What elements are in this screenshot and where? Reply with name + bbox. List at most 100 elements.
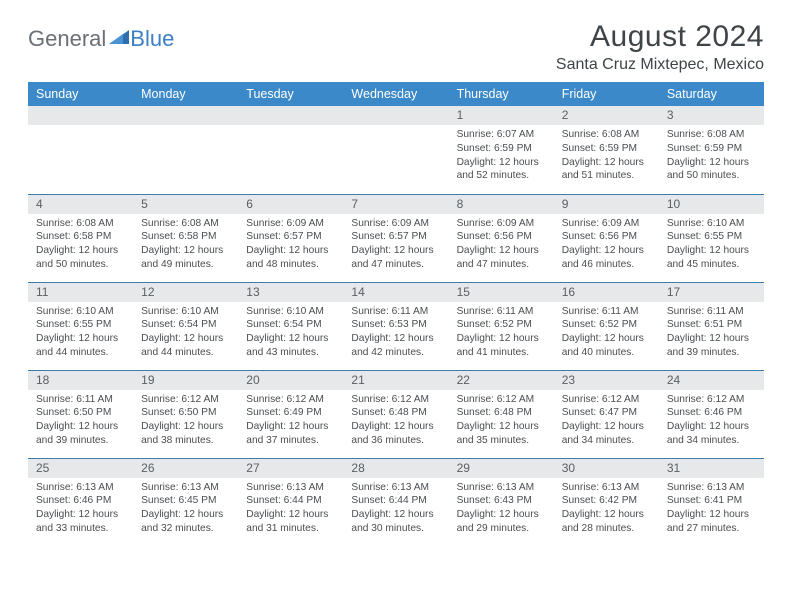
calendar-day-cell: 25Sunrise: 6:13 AMSunset: 6:46 PMDayligh…	[28, 458, 133, 546]
weekday-header: Monday	[133, 82, 238, 106]
day-number: 5	[133, 195, 238, 214]
calendar-day-cell	[133, 106, 238, 194]
calendar-day-cell: 4Sunrise: 6:08 AMSunset: 6:58 PMDaylight…	[28, 194, 133, 282]
day-number: 17	[659, 283, 764, 302]
day-number: 29	[449, 459, 554, 478]
day-details: Sunrise: 6:11 AMSunset: 6:52 PMDaylight:…	[449, 302, 554, 364]
calendar-day-cell: 27Sunrise: 6:13 AMSunset: 6:44 PMDayligh…	[238, 458, 343, 546]
day-details: Sunrise: 6:13 AMSunset: 6:46 PMDaylight:…	[28, 478, 133, 540]
weekday-header: Friday	[554, 82, 659, 106]
calendar-day-cell: 21Sunrise: 6:12 AMSunset: 6:48 PMDayligh…	[343, 370, 448, 458]
day-number: 30	[554, 459, 659, 478]
day-number-bar	[28, 106, 133, 125]
calendar-day-cell: 18Sunrise: 6:11 AMSunset: 6:50 PMDayligh…	[28, 370, 133, 458]
day-number: 19	[133, 371, 238, 390]
day-details: Sunrise: 6:09 AMSunset: 6:57 PMDaylight:…	[343, 214, 448, 276]
brand-logo: General Blue	[28, 20, 174, 52]
calendar-day-cell: 22Sunrise: 6:12 AMSunset: 6:48 PMDayligh…	[449, 370, 554, 458]
day-details: Sunrise: 6:09 AMSunset: 6:57 PMDaylight:…	[238, 214, 343, 276]
day-number: 15	[449, 283, 554, 302]
day-details: Sunrise: 6:12 AMSunset: 6:49 PMDaylight:…	[238, 390, 343, 452]
calendar-day-cell: 7Sunrise: 6:09 AMSunset: 6:57 PMDaylight…	[343, 194, 448, 282]
day-number: 26	[133, 459, 238, 478]
day-number: 3	[659, 106, 764, 125]
weekday-header: Saturday	[659, 82, 764, 106]
title-block: August 2024 Santa Cruz Mixtepec, Mexico	[556, 20, 764, 74]
brand-word-2: Blue	[130, 26, 174, 52]
day-number: 31	[659, 459, 764, 478]
day-number: 10	[659, 195, 764, 214]
day-details: Sunrise: 6:11 AMSunset: 6:50 PMDaylight:…	[28, 390, 133, 452]
weekday-header: Wednesday	[343, 82, 448, 106]
day-number: 18	[28, 371, 133, 390]
calendar-day-cell: 5Sunrise: 6:08 AMSunset: 6:58 PMDaylight…	[133, 194, 238, 282]
calendar-day-cell	[343, 106, 448, 194]
calendar-day-cell: 29Sunrise: 6:13 AMSunset: 6:43 PMDayligh…	[449, 458, 554, 546]
day-number: 11	[28, 283, 133, 302]
day-number: 21	[343, 371, 448, 390]
calendar-day-cell: 10Sunrise: 6:10 AMSunset: 6:55 PMDayligh…	[659, 194, 764, 282]
calendar-week-row: 1Sunrise: 6:07 AMSunset: 6:59 PMDaylight…	[28, 106, 764, 194]
day-details: Sunrise: 6:12 AMSunset: 6:47 PMDaylight:…	[554, 390, 659, 452]
day-number: 6	[238, 195, 343, 214]
day-number: 25	[28, 459, 133, 478]
day-details: Sunrise: 6:08 AMSunset: 6:58 PMDaylight:…	[28, 214, 133, 276]
brand-triangle-icon	[109, 24, 129, 50]
day-number: 23	[554, 371, 659, 390]
calendar-day-cell: 8Sunrise: 6:09 AMSunset: 6:56 PMDaylight…	[449, 194, 554, 282]
month-title: August 2024	[556, 20, 764, 54]
day-details: Sunrise: 6:08 AMSunset: 6:59 PMDaylight:…	[554, 125, 659, 187]
day-details: Sunrise: 6:08 AMSunset: 6:59 PMDaylight:…	[659, 125, 764, 187]
day-details: Sunrise: 6:09 AMSunset: 6:56 PMDaylight:…	[449, 214, 554, 276]
day-number: 8	[449, 195, 554, 214]
calendar-day-cell: 16Sunrise: 6:11 AMSunset: 6:52 PMDayligh…	[554, 282, 659, 370]
day-number-bar	[133, 106, 238, 125]
calendar-day-cell: 2Sunrise: 6:08 AMSunset: 6:59 PMDaylight…	[554, 106, 659, 194]
day-details: Sunrise: 6:10 AMSunset: 6:54 PMDaylight:…	[238, 302, 343, 364]
calendar-table: SundayMondayTuesdayWednesdayThursdayFrid…	[28, 82, 764, 546]
day-number: 4	[28, 195, 133, 214]
calendar-day-cell: 12Sunrise: 6:10 AMSunset: 6:54 PMDayligh…	[133, 282, 238, 370]
day-details: Sunrise: 6:13 AMSunset: 6:41 PMDaylight:…	[659, 478, 764, 540]
weekday-header: Tuesday	[238, 82, 343, 106]
calendar-day-cell: 19Sunrise: 6:12 AMSunset: 6:50 PMDayligh…	[133, 370, 238, 458]
day-number: 28	[343, 459, 448, 478]
brand-word-1: General	[28, 26, 106, 52]
calendar-week-row: 4Sunrise: 6:08 AMSunset: 6:58 PMDaylight…	[28, 194, 764, 282]
calendar-week-row: 18Sunrise: 6:11 AMSunset: 6:50 PMDayligh…	[28, 370, 764, 458]
day-details: Sunrise: 6:11 AMSunset: 6:52 PMDaylight:…	[554, 302, 659, 364]
calendar-week-row: 25Sunrise: 6:13 AMSunset: 6:46 PMDayligh…	[28, 458, 764, 546]
day-number: 13	[238, 283, 343, 302]
calendar-day-cell	[28, 106, 133, 194]
day-number: 27	[238, 459, 343, 478]
day-number: 16	[554, 283, 659, 302]
day-details: Sunrise: 6:12 AMSunset: 6:48 PMDaylight:…	[449, 390, 554, 452]
day-number: 12	[133, 283, 238, 302]
day-number: 7	[343, 195, 448, 214]
day-number: 1	[449, 106, 554, 125]
calendar-day-cell: 31Sunrise: 6:13 AMSunset: 6:41 PMDayligh…	[659, 458, 764, 546]
calendar-day-cell: 15Sunrise: 6:11 AMSunset: 6:52 PMDayligh…	[449, 282, 554, 370]
calendar-header-row: SundayMondayTuesdayWednesdayThursdayFrid…	[28, 82, 764, 106]
day-number-bar	[343, 106, 448, 125]
day-number: 9	[554, 195, 659, 214]
calendar-week-row: 11Sunrise: 6:10 AMSunset: 6:55 PMDayligh…	[28, 282, 764, 370]
calendar-day-cell: 11Sunrise: 6:10 AMSunset: 6:55 PMDayligh…	[28, 282, 133, 370]
calendar-day-cell: 26Sunrise: 6:13 AMSunset: 6:45 PMDayligh…	[133, 458, 238, 546]
header: General Blue August 2024 Santa Cruz Mixt…	[28, 20, 764, 74]
calendar-day-cell: 30Sunrise: 6:13 AMSunset: 6:42 PMDayligh…	[554, 458, 659, 546]
day-number: 14	[343, 283, 448, 302]
day-number: 22	[449, 371, 554, 390]
day-details: Sunrise: 6:12 AMSunset: 6:48 PMDaylight:…	[343, 390, 448, 452]
calendar-day-cell	[238, 106, 343, 194]
weekday-header: Thursday	[449, 82, 554, 106]
calendar-day-cell: 14Sunrise: 6:11 AMSunset: 6:53 PMDayligh…	[343, 282, 448, 370]
calendar-day-cell: 9Sunrise: 6:09 AMSunset: 6:56 PMDaylight…	[554, 194, 659, 282]
day-number: 24	[659, 371, 764, 390]
calendar-day-cell: 6Sunrise: 6:09 AMSunset: 6:57 PMDaylight…	[238, 194, 343, 282]
day-number: 20	[238, 371, 343, 390]
day-details: Sunrise: 6:10 AMSunset: 6:55 PMDaylight:…	[28, 302, 133, 364]
calendar-day-cell: 3Sunrise: 6:08 AMSunset: 6:59 PMDaylight…	[659, 106, 764, 194]
calendar-day-cell: 17Sunrise: 6:11 AMSunset: 6:51 PMDayligh…	[659, 282, 764, 370]
weekday-header: Sunday	[28, 82, 133, 106]
